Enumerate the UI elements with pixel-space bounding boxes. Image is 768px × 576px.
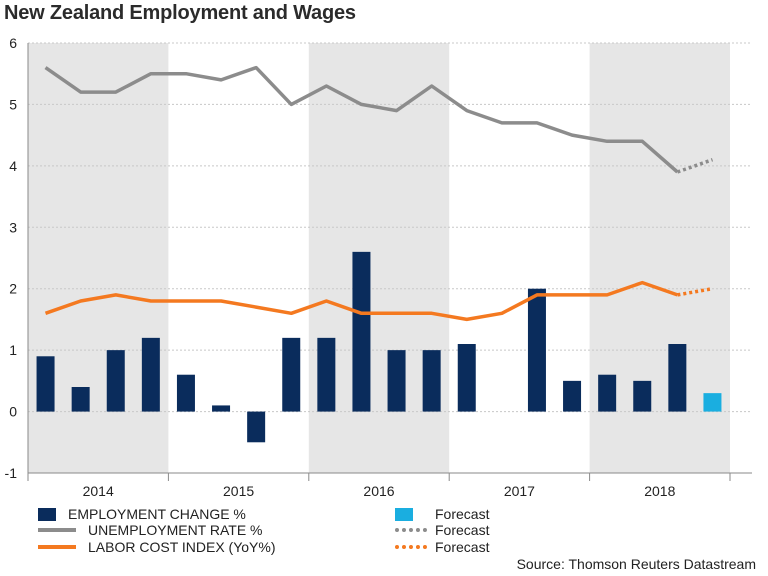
bar-employment: [71, 387, 90, 412]
y-tick-label: 2: [9, 281, 17, 297]
legend-swatch-unemployment-forecast: [395, 528, 427, 532]
legend-swatch-employment: [38, 507, 56, 521]
chart-plot: 6 5 4 3 2 1 0 -1 2014 2015 2016 2017 2018: [5, 35, 752, 499]
y-tick-label: 4: [9, 158, 17, 174]
bar-employment: [668, 344, 687, 412]
legend-item-lci: LABOR COST INDEX (YoY%): [38, 538, 276, 556]
bar-employment: [598, 374, 617, 412]
bar-employment: [422, 350, 441, 412]
bar-employment: [457, 344, 476, 412]
bar-employment: [36, 356, 55, 412]
legend-swatch-lci-forecast: [395, 545, 427, 549]
bar-employment: [527, 288, 546, 412]
line-unemployment-forecast: [676, 158, 714, 174]
x-tick-label: 2015: [223, 483, 254, 499]
legend-item-unemployment-forecast: Forecast: [395, 521, 489, 539]
legend-label-lci-forecast: Forecast: [435, 539, 490, 555]
legend-item-employment-forecast: Forecast: [395, 505, 489, 523]
legend-item-lci-forecast: Forecast: [395, 538, 489, 556]
bar-employment: [176, 374, 195, 412]
bar-employment: [387, 350, 406, 412]
bar-employment: [141, 337, 160, 412]
bar-forecast: [703, 393, 722, 412]
legend-item-employment: EMPLOYMENT CHANGE %: [38, 505, 246, 523]
legend-label-lci: LABOR COST INDEX (YoY%): [88, 539, 276, 555]
source-note: Source: Thomson Reuters Datastream: [516, 556, 756, 572]
bar-employment: [317, 337, 336, 412]
x-tick-label: 2017: [504, 483, 535, 499]
x-tick-label: 2016: [363, 483, 394, 499]
employment-bars: [36, 251, 722, 443]
legend-label-employment: EMPLOYMENT CHANGE %: [68, 506, 246, 522]
line-unemployment: [44, 65, 679, 174]
y-axis-ticks: 6 5 4 3 2 1 0 -1: [5, 35, 18, 481]
bar-employment: [352, 251, 371, 412]
legend-swatch-lci: [38, 545, 76, 549]
legend-swatch-employment-forecast: [395, 507, 413, 521]
x-axis-ticks: 2014 2015 2016 2017 2018: [83, 483, 676, 499]
y-tick-label: -1: [5, 465, 18, 481]
y-tick-label: 6: [9, 35, 17, 51]
y-tick-label: 1: [9, 342, 17, 358]
legend-swatch-unemployment: [38, 528, 76, 532]
line-lci: [44, 280, 678, 322]
bar-employment: [282, 337, 301, 412]
legend-item-unemployment: UNEMPLOYMENT RATE %: [38, 521, 263, 539]
legend-label-unemployment-forecast: Forecast: [435, 522, 490, 538]
bar-employment: [106, 350, 125, 412]
y-tick-label: 3: [9, 219, 17, 235]
legend-label-unemployment: UNEMPLOYMENT RATE %: [88, 522, 263, 538]
x-axis: [27, 43, 752, 481]
y-tick-label: 5: [9, 96, 17, 112]
legend-label-employment-forecast: Forecast: [435, 506, 490, 522]
x-tick-label: 2014: [83, 483, 114, 499]
bar-employment: [633, 380, 652, 412]
bar-employment: [247, 411, 266, 443]
bar-employment: [563, 380, 582, 412]
x-tick-label: 2018: [644, 483, 675, 499]
chart-title: New Zealand Employment and Wages: [4, 2, 356, 24]
series-lines: [44, 65, 714, 322]
y-tick-label: 0: [9, 404, 17, 420]
bar-employment: [212, 405, 231, 412]
